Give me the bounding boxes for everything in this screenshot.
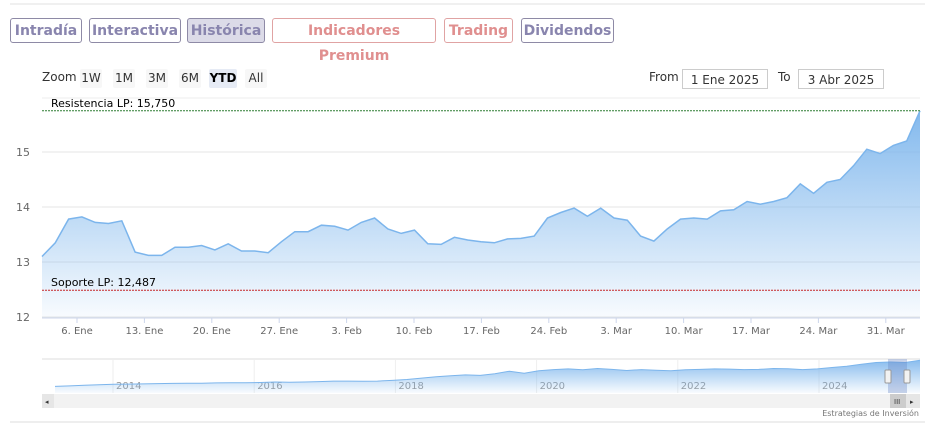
zoom-6m-button[interactable]: 6M <box>179 69 201 88</box>
y-tick-label: 14 <box>16 201 30 214</box>
navigator-handle-left <box>884 369 892 384</box>
tab-interactiva[interactable]: Interactiva <box>89 18 181 43</box>
zoom-ytd-button[interactable]: YTD <box>209 69 237 88</box>
to-label: To <box>778 70 791 84</box>
support-label: Soporte LP: 12,487 <box>51 276 156 289</box>
zoom-1w-button[interactable]: 1W <box>80 69 102 88</box>
x-tick-label: 3. Feb <box>331 326 361 337</box>
price-area <box>42 110 920 318</box>
x-tick-label: 24. Feb <box>530 326 567 337</box>
resistance-label: Resistencia LP: 15,750 <box>51 97 175 110</box>
tab-trading[interactable]: Trading <box>444 18 513 43</box>
scrollbar-left-arrow <box>42 394 54 408</box>
to-date-input[interactable]: 3 Abr 2025 <box>798 69 884 89</box>
from-label: From <box>649 70 679 84</box>
zoom-1m-button[interactable]: 1M <box>113 69 135 88</box>
scrollbar-track <box>42 394 920 408</box>
x-tick-label: 13. Ene <box>125 326 163 337</box>
from-date-input[interactable]: 1 Ene 2025 <box>682 69 768 89</box>
y-tick-label: 13 <box>16 256 30 269</box>
zoom-label: Zoom <box>42 70 77 84</box>
navigator-selection <box>888 359 907 393</box>
x-tick-label: 10. Mar <box>665 326 704 337</box>
navigator-line <box>54 359 921 387</box>
x-tick-label: 17. Mar <box>732 326 771 337</box>
tab-histórica[interactable]: Histórica <box>187 18 265 43</box>
navigator-area <box>55 360 920 393</box>
y-tick-label: 12 <box>16 311 30 324</box>
zoom-3m-button[interactable]: 3M <box>146 69 168 88</box>
tab-intradía[interactable]: Intradía <box>10 18 82 43</box>
x-tick-label: 24. Mar <box>799 326 838 337</box>
x-tick-label: 20. Ene <box>193 326 231 337</box>
x-tick-label: 17. Feb <box>463 326 500 337</box>
x-tick-label: 3. Mar <box>600 326 632 337</box>
credit-text: Estrategias de Inversión <box>822 408 919 418</box>
y-tick-label: 15 <box>16 146 30 159</box>
x-tick-label: 27. Ene <box>260 326 298 337</box>
zoom-all-button[interactable]: All <box>245 69 267 88</box>
navigator-handle-right <box>903 369 911 384</box>
x-tick-label: 6. Ene <box>61 326 93 337</box>
arrow-right-icon: ▸ <box>910 398 914 406</box>
x-tick-label: 10. Feb <box>396 326 433 337</box>
x-tick-label: 31. Mar <box>867 326 906 337</box>
tab-dividendos[interactable]: Dividendos <box>521 18 614 43</box>
tab-indicadores-premium[interactable]: Indicadores Premium <box>272 18 436 64</box>
arrow-left-icon: ◂ <box>45 398 49 406</box>
scrollbar-thumb <box>890 394 906 408</box>
scrollbar-right-arrow <box>906 394 920 408</box>
grip-icon: III <box>894 398 900 406</box>
